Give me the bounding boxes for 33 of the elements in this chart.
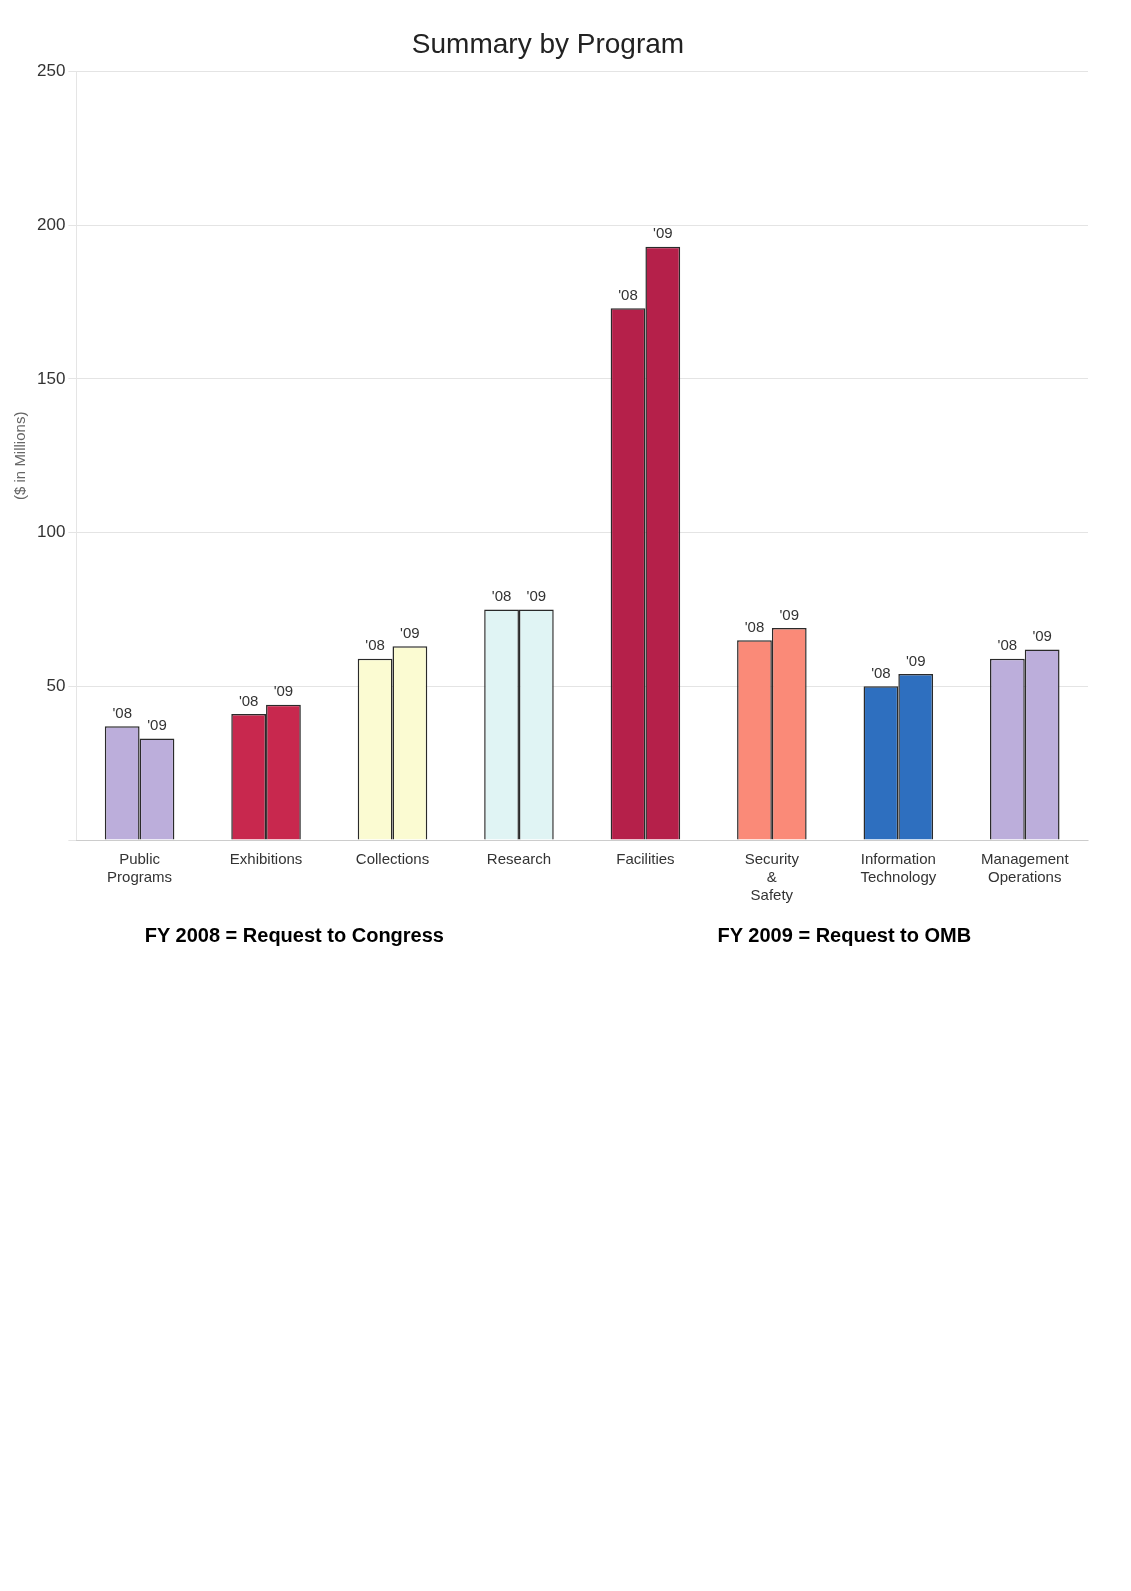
y-tick-label: 250 bbox=[36, 61, 66, 81]
x-tick-label: Collections bbox=[355, 850, 430, 868]
y-tick-label: 50 bbox=[46, 676, 66, 696]
x-tick-label: Facilities bbox=[616, 850, 675, 868]
x-tick-label: Information Technology bbox=[860, 850, 937, 886]
text: FY 2008 = Request to Congress bbox=[144, 924, 444, 947]
text: '08 bbox=[112, 703, 132, 721]
series-label: '09 bbox=[147, 716, 167, 734]
text: '09 bbox=[273, 682, 294, 700]
text: '08 bbox=[997, 636, 1018, 654]
x-tick-label: Exhibitions bbox=[229, 850, 303, 868]
y-tick-label: 200 bbox=[36, 214, 66, 234]
x-tick-label: Management Operations bbox=[980, 850, 1070, 886]
y-tick-label: 100 bbox=[36, 522, 66, 542]
text: '09 bbox=[779, 605, 800, 623]
text: '08 bbox=[744, 617, 765, 635]
y-axis-title: ($ in Millions) bbox=[11, 411, 29, 500]
x-tick-label: Security & Safety bbox=[744, 850, 800, 904]
series-label: '08 bbox=[618, 285, 638, 303]
chart-title: Summary by Program bbox=[411, 27, 685, 59]
text: '09 bbox=[400, 624, 420, 641]
x-tick-label: Research bbox=[486, 850, 552, 868]
text: FY 2009 = Request to OMB bbox=[717, 924, 972, 947]
text: '09 bbox=[526, 587, 547, 605]
text: '08 bbox=[238, 691, 259, 709]
y-tick-label: 150 bbox=[36, 368, 66, 388]
text: '08 bbox=[491, 587, 512, 605]
text: '08 bbox=[365, 636, 385, 654]
x-tick-label: Public Programs bbox=[107, 850, 173, 886]
text: '09 bbox=[1032, 627, 1052, 645]
text: '09 bbox=[653, 224, 673, 242]
text: '09 bbox=[905, 651, 926, 669]
text: '08 bbox=[871, 663, 891, 681]
